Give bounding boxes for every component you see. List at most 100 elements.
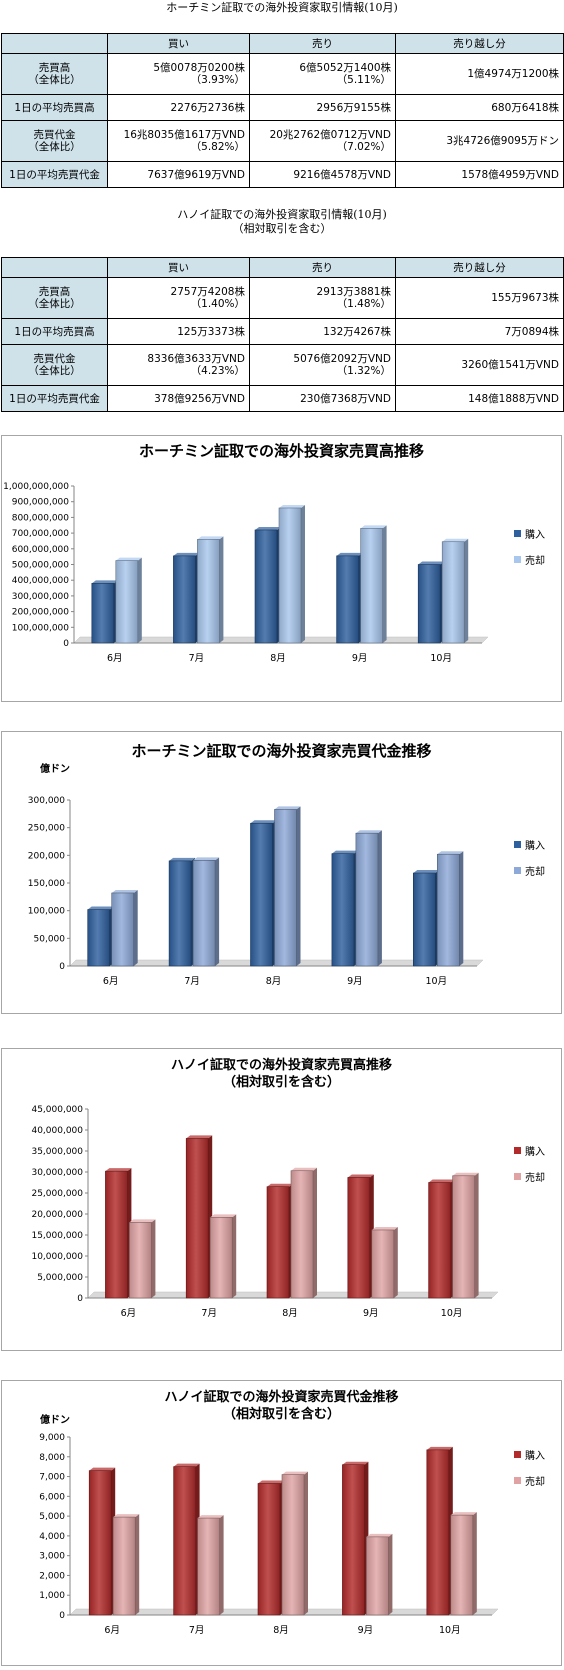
bar-top — [197, 536, 224, 540]
bar-購入-9月 — [342, 1461, 369, 1616]
legend-swatch — [514, 866, 521, 874]
row-label-cell: 売買高 （全体比） — [1, 53, 108, 95]
bar-front — [91, 583, 115, 644]
chart-title: ハノイ証取での海外投資家売買代金推移 （相対取引を含む） — [2, 1389, 561, 1423]
y-tick-label: 100,000,000 — [12, 623, 70, 633]
y-tick-label: 7,000 — [39, 1473, 65, 1483]
table-row: 1日の平均売買高 125万3373株 132万4267株 7万0894株 — [1, 318, 564, 345]
legend-item: 売却 — [514, 1169, 545, 1184]
bar-front — [185, 1138, 209, 1299]
legend-swatch — [514, 840, 521, 848]
bar-購入-7月 — [173, 1463, 200, 1616]
y-tick-label: 300,000,000 — [12, 592, 70, 602]
bar-side — [304, 1471, 308, 1615]
bar-front — [436, 853, 460, 967]
bar-売却-8月 — [281, 1471, 308, 1616]
bar-売却-7月 — [209, 1214, 237, 1299]
bar-front — [336, 555, 359, 644]
bar-side — [219, 536, 224, 643]
bar-購入-8月 — [250, 820, 277, 967]
bar-side — [133, 889, 138, 966]
y-tick-label: 20,000,000 — [31, 1210, 83, 1220]
y-tick-label: 700,000,000 — [12, 529, 70, 539]
bar-front — [254, 529, 278, 644]
bar-front — [88, 1470, 112, 1616]
legend-item: 購入 — [514, 526, 545, 541]
bar-front — [173, 1466, 196, 1616]
table-header-cell: 売り — [249, 257, 396, 278]
bar-side — [135, 1514, 140, 1615]
bar-front — [428, 1182, 451, 1299]
bar-購入-6月 — [87, 906, 114, 967]
value-cell: 680万6418株 — [395, 94, 564, 121]
table-row: 1日の平均売買代金 7637億9619万VND 9216億4578万VND 1578億… — [1, 161, 564, 188]
bar-side — [137, 557, 142, 643]
table-header-cell — [1, 257, 108, 278]
y-tick-label: 1,000,000,000 — [3, 482, 69, 492]
y-tick-label: 250,000 — [28, 824, 65, 834]
chart-title-text: ハノイ証取での海外投資家売買高推移 — [170, 1058, 392, 1073]
value-cell: 7637億9619万VND — [107, 161, 250, 188]
legend-swatch — [514, 1476, 521, 1484]
bar-top — [347, 1174, 374, 1178]
y-tick-label: 0 — [59, 962, 65, 972]
bar-top — [250, 820, 277, 824]
bar-top — [418, 561, 445, 565]
x-tick-label: 9月 — [347, 976, 363, 987]
bar-購入-7月 — [185, 1135, 213, 1299]
legend-item: 売却 — [514, 863, 545, 878]
bar-side — [393, 1226, 398, 1298]
value-cell: 3260億1541万VND — [395, 344, 564, 386]
table-row: 1日の平均売買代金 378億9256万VND 230億7368万VND 148億188… — [1, 385, 564, 412]
y-tick-label: 200,000 — [28, 851, 65, 861]
y-tick-label: 15,000,000 — [31, 1231, 83, 1241]
bar-top — [360, 525, 387, 529]
y-tick-label: 0 — [59, 1611, 65, 1621]
y-tick-label: 40,000,000 — [31, 1126, 83, 1136]
row-label-cell: 1日の平均売買代金 — [1, 385, 108, 412]
bar-front — [274, 809, 297, 967]
chart-title-text: ハノイ証取での海外投資家売買代金推移 — [164, 1390, 399, 1405]
bar-side — [388, 1533, 393, 1615]
bar-購入-8月 — [257, 1480, 284, 1616]
y-tick-label: 300,000 — [28, 796, 65, 806]
x-tick-label: 8月 — [273, 1625, 289, 1636]
bar-top — [173, 552, 200, 556]
value-cell: 132万4267株 — [249, 318, 396, 345]
x-tick-label: 9月 — [363, 1308, 379, 1319]
legend-swatch — [514, 1146, 521, 1154]
bar-front — [197, 539, 220, 644]
legend-label: 購入 — [525, 840, 545, 852]
bar-売却-8月 — [290, 1167, 317, 1299]
unit-label: 億ドン — [40, 764, 70, 775]
legend-item: 購入 — [514, 1447, 545, 1462]
row-label-cell: 売買代金 （全体比） — [1, 120, 108, 162]
y-tick-label: 200,000,000 — [12, 608, 70, 618]
bar-売却-6月 — [112, 1514, 140, 1616]
bar-front — [257, 1483, 281, 1616]
table-row: 売買高 （全体比） 2757万4208株 （1.40%） 2913万3881株 （1.48… — [1, 277, 564, 319]
y-tick-label: 3,000 — [39, 1552, 65, 1562]
value-cell: 5億0078万0200株 （3.93%） — [107, 53, 250, 95]
bar-top — [371, 1226, 398, 1230]
bar-top — [115, 557, 142, 561]
chart-subtitle: （相対取引を含む） — [222, 1075, 340, 1090]
y-tick-label: 5,000 — [39, 1512, 65, 1522]
row-label-cell: 1日の平均売買高 — [1, 318, 108, 345]
value-cell: 3兆4726億9095万ドン — [395, 120, 564, 162]
value-cell: 2913万3881株 （1.48%） — [249, 277, 396, 319]
bar-front — [115, 560, 139, 644]
y-tick-label: 25,000,000 — [31, 1189, 83, 1199]
chart-plot-svg: 0 50,000 100,000 150,000 200,000 250,000 300,0… — [28, 796, 484, 987]
bar-top — [111, 889, 138, 893]
bar-front — [331, 853, 355, 967]
bar-top — [129, 1219, 156, 1223]
value-cell: 2757万4208株 （1.40%） — [107, 277, 250, 319]
bar-売却-8月 — [278, 504, 305, 644]
bar-top — [331, 850, 358, 854]
y-tick-label: 100,000 — [28, 907, 65, 917]
y-tick-label: 800,000,000 — [12, 513, 70, 523]
bar-top — [428, 1179, 455, 1183]
bar-front — [290, 1170, 314, 1299]
value-cell: 125万3373株 — [107, 318, 250, 345]
